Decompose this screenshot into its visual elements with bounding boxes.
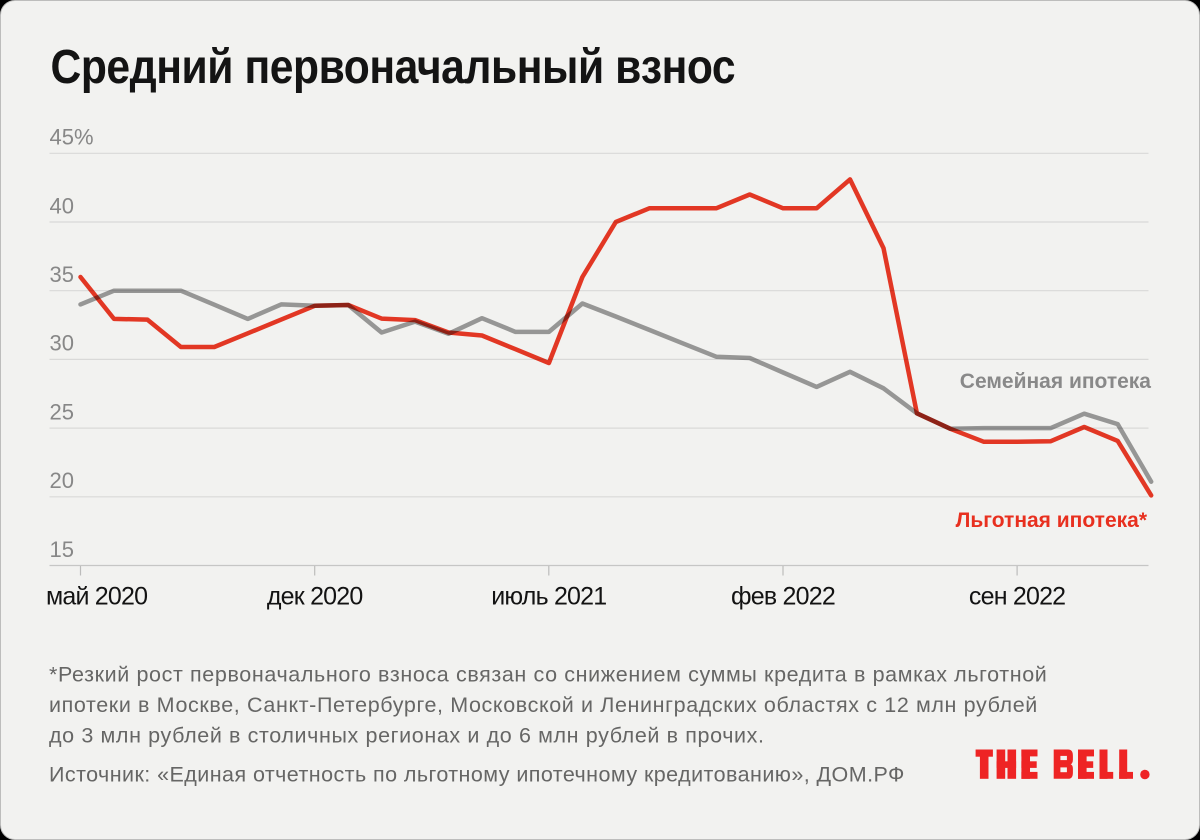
svg-text:ипотеки в Москве, Санкт-Петерб: ипотеки в Москве, Санкт-Петербурге, Моск… bbox=[49, 693, 1038, 717]
svg-text:Средний первоначальный взнос: Средний первоначальный взнос bbox=[51, 39, 736, 93]
svg-text:35: 35 bbox=[50, 262, 74, 287]
svg-text:30: 30 bbox=[50, 331, 74, 356]
svg-text:до 3 млн рублей в столичных ре: до 3 млн рублей в столичных регионах и д… bbox=[49, 723, 765, 747]
svg-text:Источник: «Единая отчетность п: Источник: «Единая отчетность по льготном… bbox=[49, 762, 905, 786]
svg-text:25: 25 bbox=[50, 399, 74, 424]
svg-text:45%: 45% bbox=[50, 125, 94, 150]
svg-text:дек 2020: дек 2020 bbox=[267, 583, 363, 611]
svg-text:май 2020: май 2020 bbox=[46, 583, 147, 611]
svg-text:фев 2022: фев 2022 bbox=[731, 583, 835, 611]
svg-text:сен 2022: сен 2022 bbox=[969, 583, 1065, 611]
svg-text:Семейная ипотека: Семейная ипотека bbox=[960, 370, 1152, 393]
svg-text:15: 15 bbox=[50, 537, 74, 562]
svg-text:40: 40 bbox=[50, 193, 74, 218]
svg-text:Льготная ипотека*: Льготная ипотека* bbox=[956, 509, 1148, 532]
svg-text:20: 20 bbox=[50, 468, 74, 493]
svg-text:*Резкий рост первоначального в: *Резкий рост первоначального взноса связ… bbox=[49, 663, 1047, 687]
svg-text:июль 2021: июль 2021 bbox=[491, 583, 606, 611]
